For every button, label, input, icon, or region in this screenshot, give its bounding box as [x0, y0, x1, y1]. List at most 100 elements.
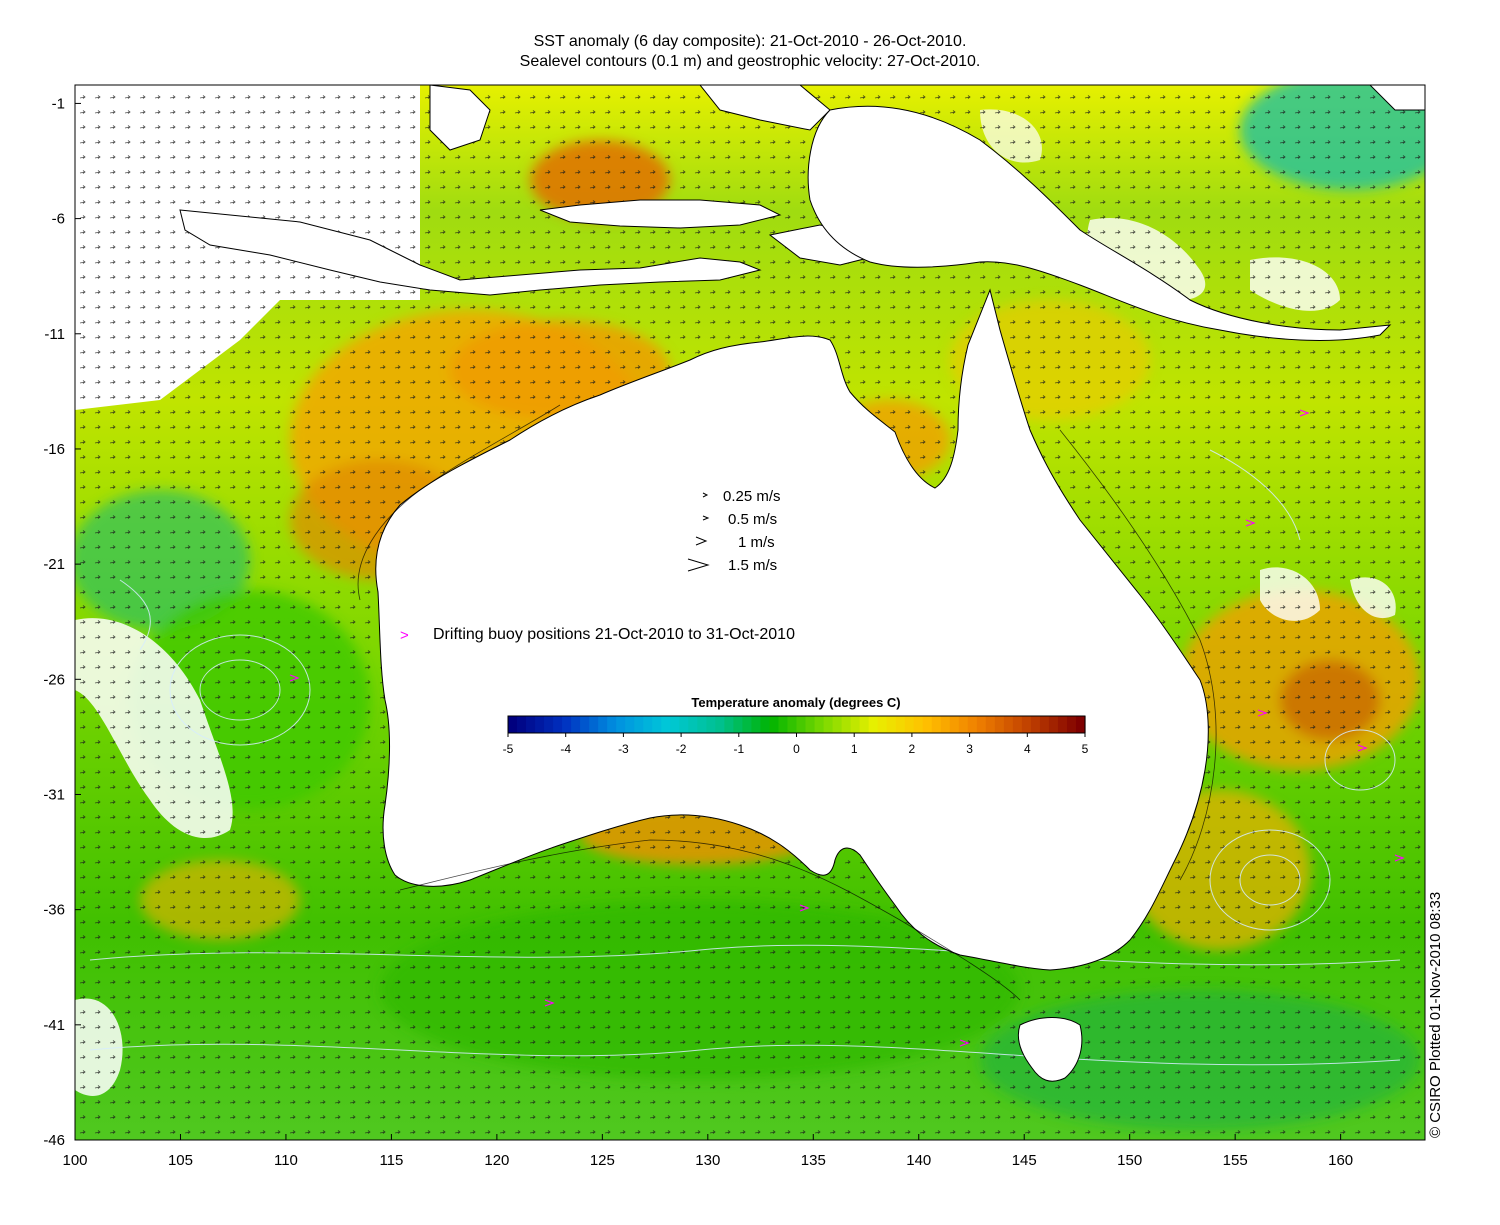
colorbar-swatch	[652, 716, 662, 733]
y-tick-label: -1	[52, 95, 65, 112]
x-tick-label: 160	[1328, 1152, 1353, 1169]
colorbar-swatch	[967, 716, 978, 733]
colorbar-swatch	[661, 716, 671, 733]
colorbar-swatch	[544, 716, 554, 733]
y-tick-label: -41	[43, 1017, 65, 1034]
velocity-legend: 0.25 m/s 0.5 m/s 1 m/s 1.5 m/s	[687, 488, 781, 574]
colorbar-tick-label: 4	[1024, 742, 1031, 756]
colorbar-swatch	[895, 716, 906, 733]
colorbar-swatch	[508, 716, 518, 733]
colorbar-swatch	[733, 716, 744, 733]
colorbar-swatch	[796, 716, 807, 733]
temperature-colorbar: Temperature anomaly (degrees C) -5 -4 -3 -2…	[503, 695, 1089, 756]
x-tick-label: 155	[1223, 1152, 1248, 1169]
velocity-legend-arrow-2	[695, 536, 708, 546]
colorbar-swatch	[805, 716, 816, 733]
colorbar-swatch	[994, 716, 1005, 733]
colorbar-swatch	[778, 716, 789, 733]
colorbar-swatch	[715, 716, 725, 733]
colorbar-swatch	[904, 716, 915, 733]
colorbar-swatch	[958, 716, 969, 733]
map-title-line-1: SST anomaly (6 day composite): 21-Oct-20…	[533, 33, 967, 50]
velocity-legend-label-0: 0.25 m/s	[723, 488, 781, 505]
colorbar-swatch	[940, 716, 951, 733]
continental-shelf-line	[357, 404, 1217, 1001]
colorbar-tick-label: -4	[560, 742, 571, 756]
colorbar-swatch	[769, 716, 780, 733]
colorbar-swatch	[1012, 716, 1023, 733]
australia-mainland	[375, 288, 1209, 971]
colorbar-swatch	[949, 716, 960, 733]
y-tick-label: -36	[43, 902, 65, 919]
colorbar-swatch	[832, 716, 843, 733]
colorbar-swatch	[985, 716, 996, 733]
colorbar-swatch	[814, 716, 825, 733]
colorbar-swatch	[850, 716, 861, 733]
colorbar-swatch	[1075, 716, 1086, 733]
velocity-legend-label-2: 1 m/s	[738, 534, 775, 551]
y-tick-label: -6	[52, 211, 65, 228]
colorbar-swatch	[931, 716, 942, 733]
colorbar-swatch	[616, 716, 626, 733]
map-title-line-2: Sealevel contours (0.1 m) and geostrophi…	[519, 53, 981, 70]
x-tick-label: 125	[590, 1152, 615, 1169]
colorbar-tick-label: -5	[503, 742, 514, 756]
colorbar-swatch	[643, 716, 653, 733]
colorbar-swatch	[607, 716, 617, 733]
drifting-buoys	[289, 409, 1405, 1047]
colorbar-swatch	[562, 716, 572, 733]
velocity-legend-arrow-3	[687, 558, 710, 572]
colorbar-swatch	[1066, 716, 1077, 733]
x-tick-label: 100	[62, 1152, 87, 1169]
x-tick-label: 145	[1012, 1152, 1037, 1169]
colorbar-swatch	[589, 716, 599, 733]
colorbar-swatch	[526, 716, 536, 733]
colorbar-tick-label: -3	[618, 742, 629, 756]
y-tick-label: -21	[43, 556, 65, 573]
colorbar-swatch	[535, 716, 545, 733]
colorbar-swatch	[976, 716, 987, 733]
colorbar-swatch	[1057, 716, 1068, 733]
x-tick-label: 135	[801, 1152, 826, 1169]
colorbar-swatch	[697, 716, 707, 733]
x-tick-label: 150	[1117, 1152, 1142, 1169]
colorbar-swatch	[787, 716, 798, 733]
buoy-legend: > Drifting buoy positions 21-Oct-2010 to…	[400, 626, 795, 644]
colorbar-swatch	[1021, 716, 1032, 733]
colorbar-tick-label: 1	[851, 742, 858, 756]
colorbar-swatch	[1003, 716, 1014, 733]
colorbar-swatch	[841, 716, 852, 733]
y-axis: -1 -6 -11 -16 -21 -26 -31 -36 -41 -46	[43, 95, 81, 1149]
colorbar-swatch	[760, 716, 771, 733]
x-tick-label: 115	[379, 1152, 403, 1169]
velocity-legend-label-1: 0.5 m/s	[728, 511, 777, 528]
colorbar-swatch	[670, 716, 680, 733]
colorbar-swatch	[724, 716, 734, 733]
colorbar-swatch	[688, 716, 698, 733]
colorbar-swatch	[913, 716, 924, 733]
colorbar-swatch	[886, 716, 897, 733]
colorbar-tick-label: -2	[676, 742, 687, 756]
colorbar-swatch	[598, 716, 608, 733]
map-field	[75, 85, 1425, 1140]
colorbar-swatch	[922, 716, 933, 733]
buoy-legend-label: Drifting buoy positions 21-Oct-2010 to 3…	[433, 626, 795, 643]
colorbar-swatch	[679, 716, 689, 733]
colorbar-swatch	[1048, 716, 1059, 733]
colorbar-swatch	[742, 716, 753, 733]
colorbar-swatch	[517, 716, 527, 733]
colorbar-swatch	[859, 716, 870, 733]
colorbar-tick-label: 0	[793, 742, 800, 756]
colorbar-tick-label: 5	[1082, 742, 1089, 756]
x-axis: 100 105 110 115 120 125 130 135 140 145 150 155 160	[62, 1134, 1353, 1169]
colorbar-swatch	[706, 716, 716, 733]
colorbar-ticks: -5 -4 -3 -2 -1 0 1 2 3 4 5	[503, 733, 1089, 756]
x-tick-label: 110	[274, 1152, 298, 1169]
colorbar-swatch	[625, 716, 635, 733]
colorbar-tick-label: -1	[733, 742, 744, 756]
colorbar-swatch	[877, 716, 888, 733]
sea-level-contours	[89, 449, 1401, 1066]
colorbar-swatch	[553, 716, 563, 733]
colorbar-swatch	[1039, 716, 1050, 733]
